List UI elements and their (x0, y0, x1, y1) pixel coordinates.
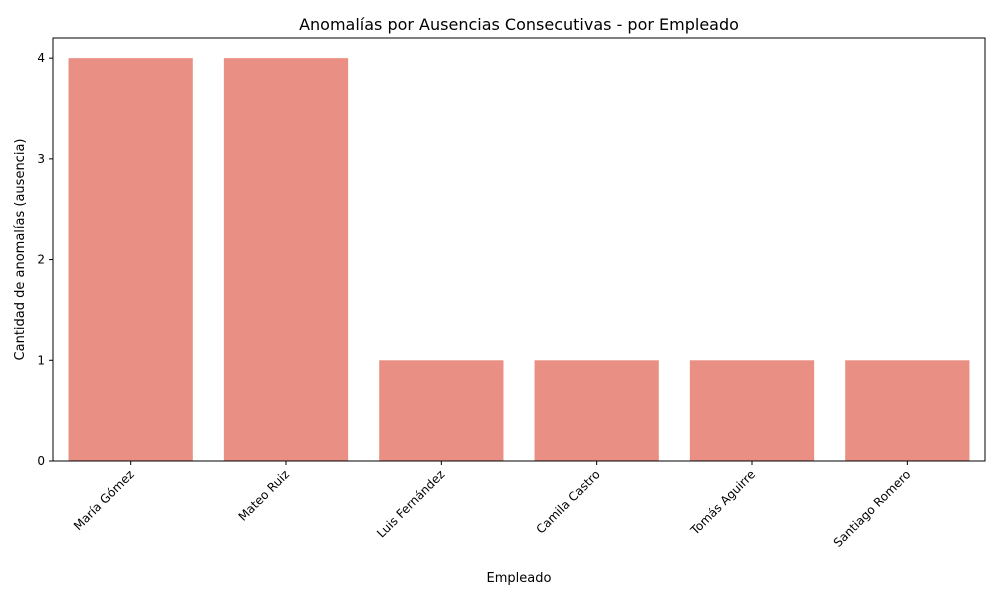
y-axis-ticks: 0 1 2 3 4 (37, 51, 53, 468)
y-axis-label: Cantidad de anomalías (ausencia) (13, 139, 28, 361)
x-tick-label: María Gómez (71, 467, 137, 533)
x-axis-ticks: María Gómez Mateo Ruiz Luis Fernández Camil… (71, 461, 914, 550)
bar-4 (534, 360, 659, 461)
y-tick-label: 0 (37, 454, 45, 468)
x-tick-label: Santiago Romero (831, 467, 914, 550)
bar-6 (845, 360, 970, 461)
bar-3 (379, 360, 504, 461)
x-tick-label: Mateo Ruiz (236, 467, 293, 524)
y-tick-label: 3 (37, 152, 45, 166)
plot-frame (52, 37, 986, 462)
x-tick-label: Luis Fernández (374, 467, 447, 540)
y-tick-label: 2 (37, 253, 45, 267)
y-tick-label: 1 (37, 353, 45, 367)
chart-title: Anomalías por Ausencias Consecutivas - p… (299, 15, 739, 34)
bar-1 (68, 58, 193, 462)
x-tick-label: Tomás Aguirre (687, 467, 758, 538)
bars-group (68, 58, 970, 462)
bar-2 (223, 58, 349, 462)
bar-5 (689, 360, 815, 461)
x-axis-label: Empleado (487, 571, 552, 586)
y-tick-label: 4 (37, 51, 45, 65)
x-tick-label: Camila Castro (534, 467, 603, 536)
